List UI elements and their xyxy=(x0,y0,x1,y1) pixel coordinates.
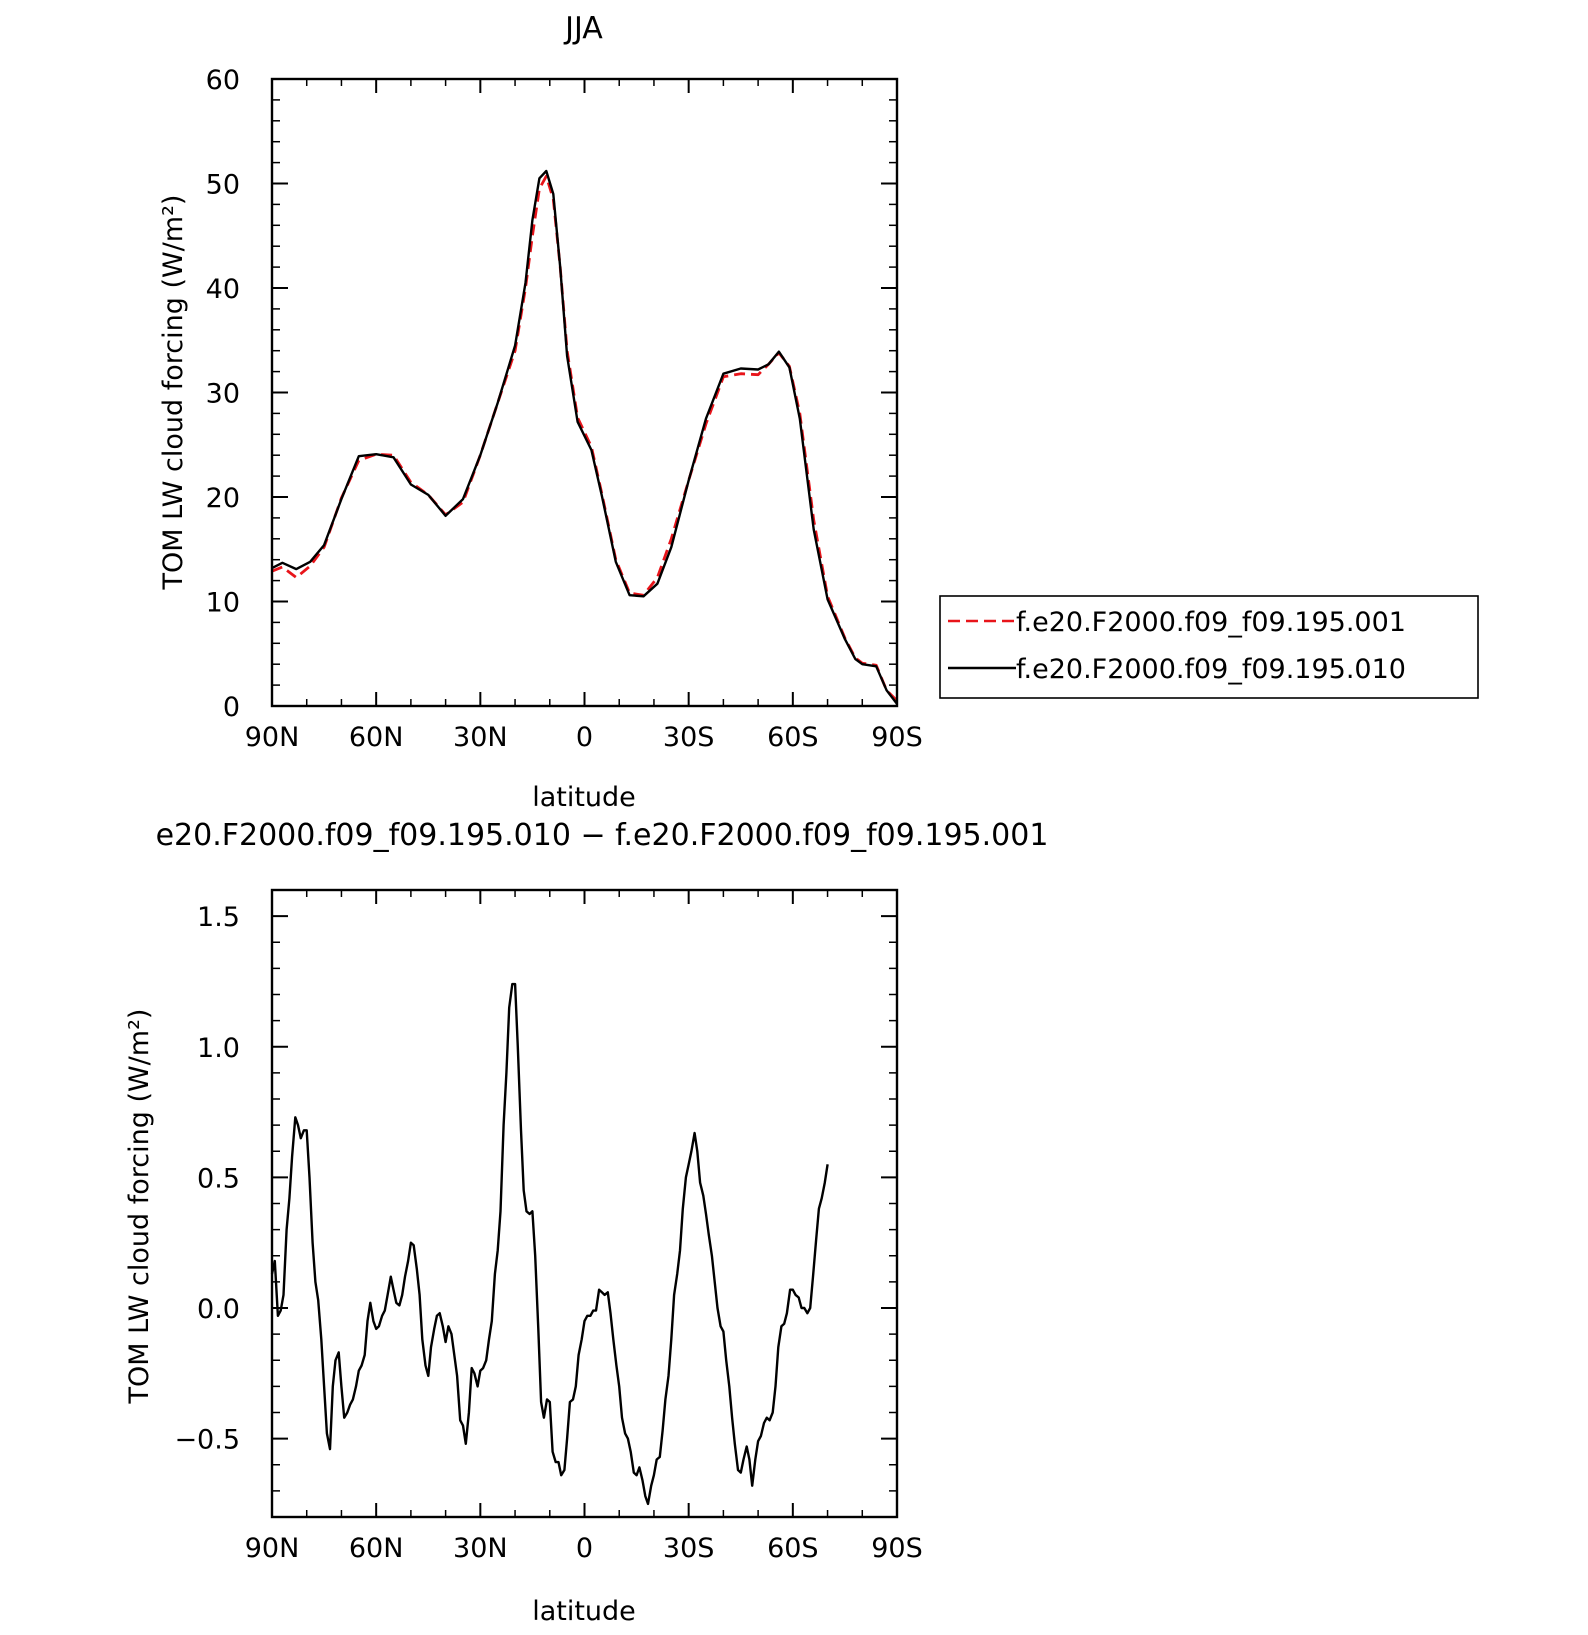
top-panel: JJA 90N 60N 30N 0 30S 60S 90S 0 10 20 30 40 50 60 lat… xyxy=(158,11,1479,813)
top-y-axis-label: TOM LW cloud forcing (W/m²) xyxy=(158,195,189,591)
bottom-panel: e20.F2000.f09_f09.195.010 − f.e20.F2000.… xyxy=(124,818,1048,1627)
top-series-line-run010 xyxy=(271,169,898,705)
bottom-x-tick-label: 90N xyxy=(245,1533,300,1564)
bottom-y-tick-label: 1.0 xyxy=(197,1033,240,1064)
legend: f.e20.F2000.f09_f09.195.001 f.e20.F2000.… xyxy=(939,595,1479,699)
top-chart-title: JJA xyxy=(563,11,603,46)
bottom-y-tick-label: −0.5 xyxy=(174,1425,240,1456)
bottom-x-tick-label: 60S xyxy=(767,1533,819,1564)
legend-label-run001: f.e20.F2000.f09_f09.195.001 xyxy=(1016,607,1406,638)
top-plot-frame xyxy=(270,77,899,708)
top-x-tick-label: 60S xyxy=(767,722,819,753)
top-x-tick-label: 30N xyxy=(453,722,508,753)
bottom-y-tick-label: 0.0 xyxy=(197,1294,240,1325)
bottom-series-line-diff xyxy=(270,982,829,1506)
top-y-tick-label: 40 xyxy=(206,274,240,305)
bottom-chart-title: e20.F2000.f09_f09.195.010 − f.e20.F2000.… xyxy=(156,818,1049,853)
legend-box xyxy=(939,595,1479,699)
top-y-tick-label: 30 xyxy=(206,379,240,410)
top-x-tick-label: 0 xyxy=(576,722,593,753)
top-y-tick-label: 20 xyxy=(206,483,240,514)
bottom-x-tick-label: 30S xyxy=(663,1533,715,1564)
bottom-y-tick-label: 1.5 xyxy=(197,902,240,933)
top-y-tick-label: 0 xyxy=(223,692,240,723)
top-x-axis-label: latitude xyxy=(532,782,636,813)
bottom-x-tick-label: 30N xyxy=(453,1533,508,1564)
top-y-tick-label: 50 xyxy=(206,170,240,201)
bottom-y-axis-label: TOM LW cloud forcing (W/m²) xyxy=(124,1009,155,1405)
bottom-x-axis-label: latitude xyxy=(532,1596,636,1627)
top-y-tick-label: 10 xyxy=(206,588,240,619)
bottom-x-tick-label: 90S xyxy=(871,1533,923,1564)
top-x-tick-label: 30S xyxy=(663,722,715,753)
bottom-y-tick-label: 0.5 xyxy=(197,1163,240,1194)
top-y-tick-label: 60 xyxy=(206,65,240,96)
legend-label-run010: f.e20.F2000.f09_f09.195.010 xyxy=(1016,654,1406,685)
top-x-tick-label: 60N xyxy=(349,722,404,753)
top-x-tick-label: 90N xyxy=(245,722,300,753)
bottom-x-tick-label: 60N xyxy=(349,1533,404,1564)
bottom-x-tick-label: 0 xyxy=(576,1533,593,1564)
bottom-plot-frame xyxy=(270,888,899,1519)
top-x-tick-label: 90S xyxy=(871,722,923,753)
